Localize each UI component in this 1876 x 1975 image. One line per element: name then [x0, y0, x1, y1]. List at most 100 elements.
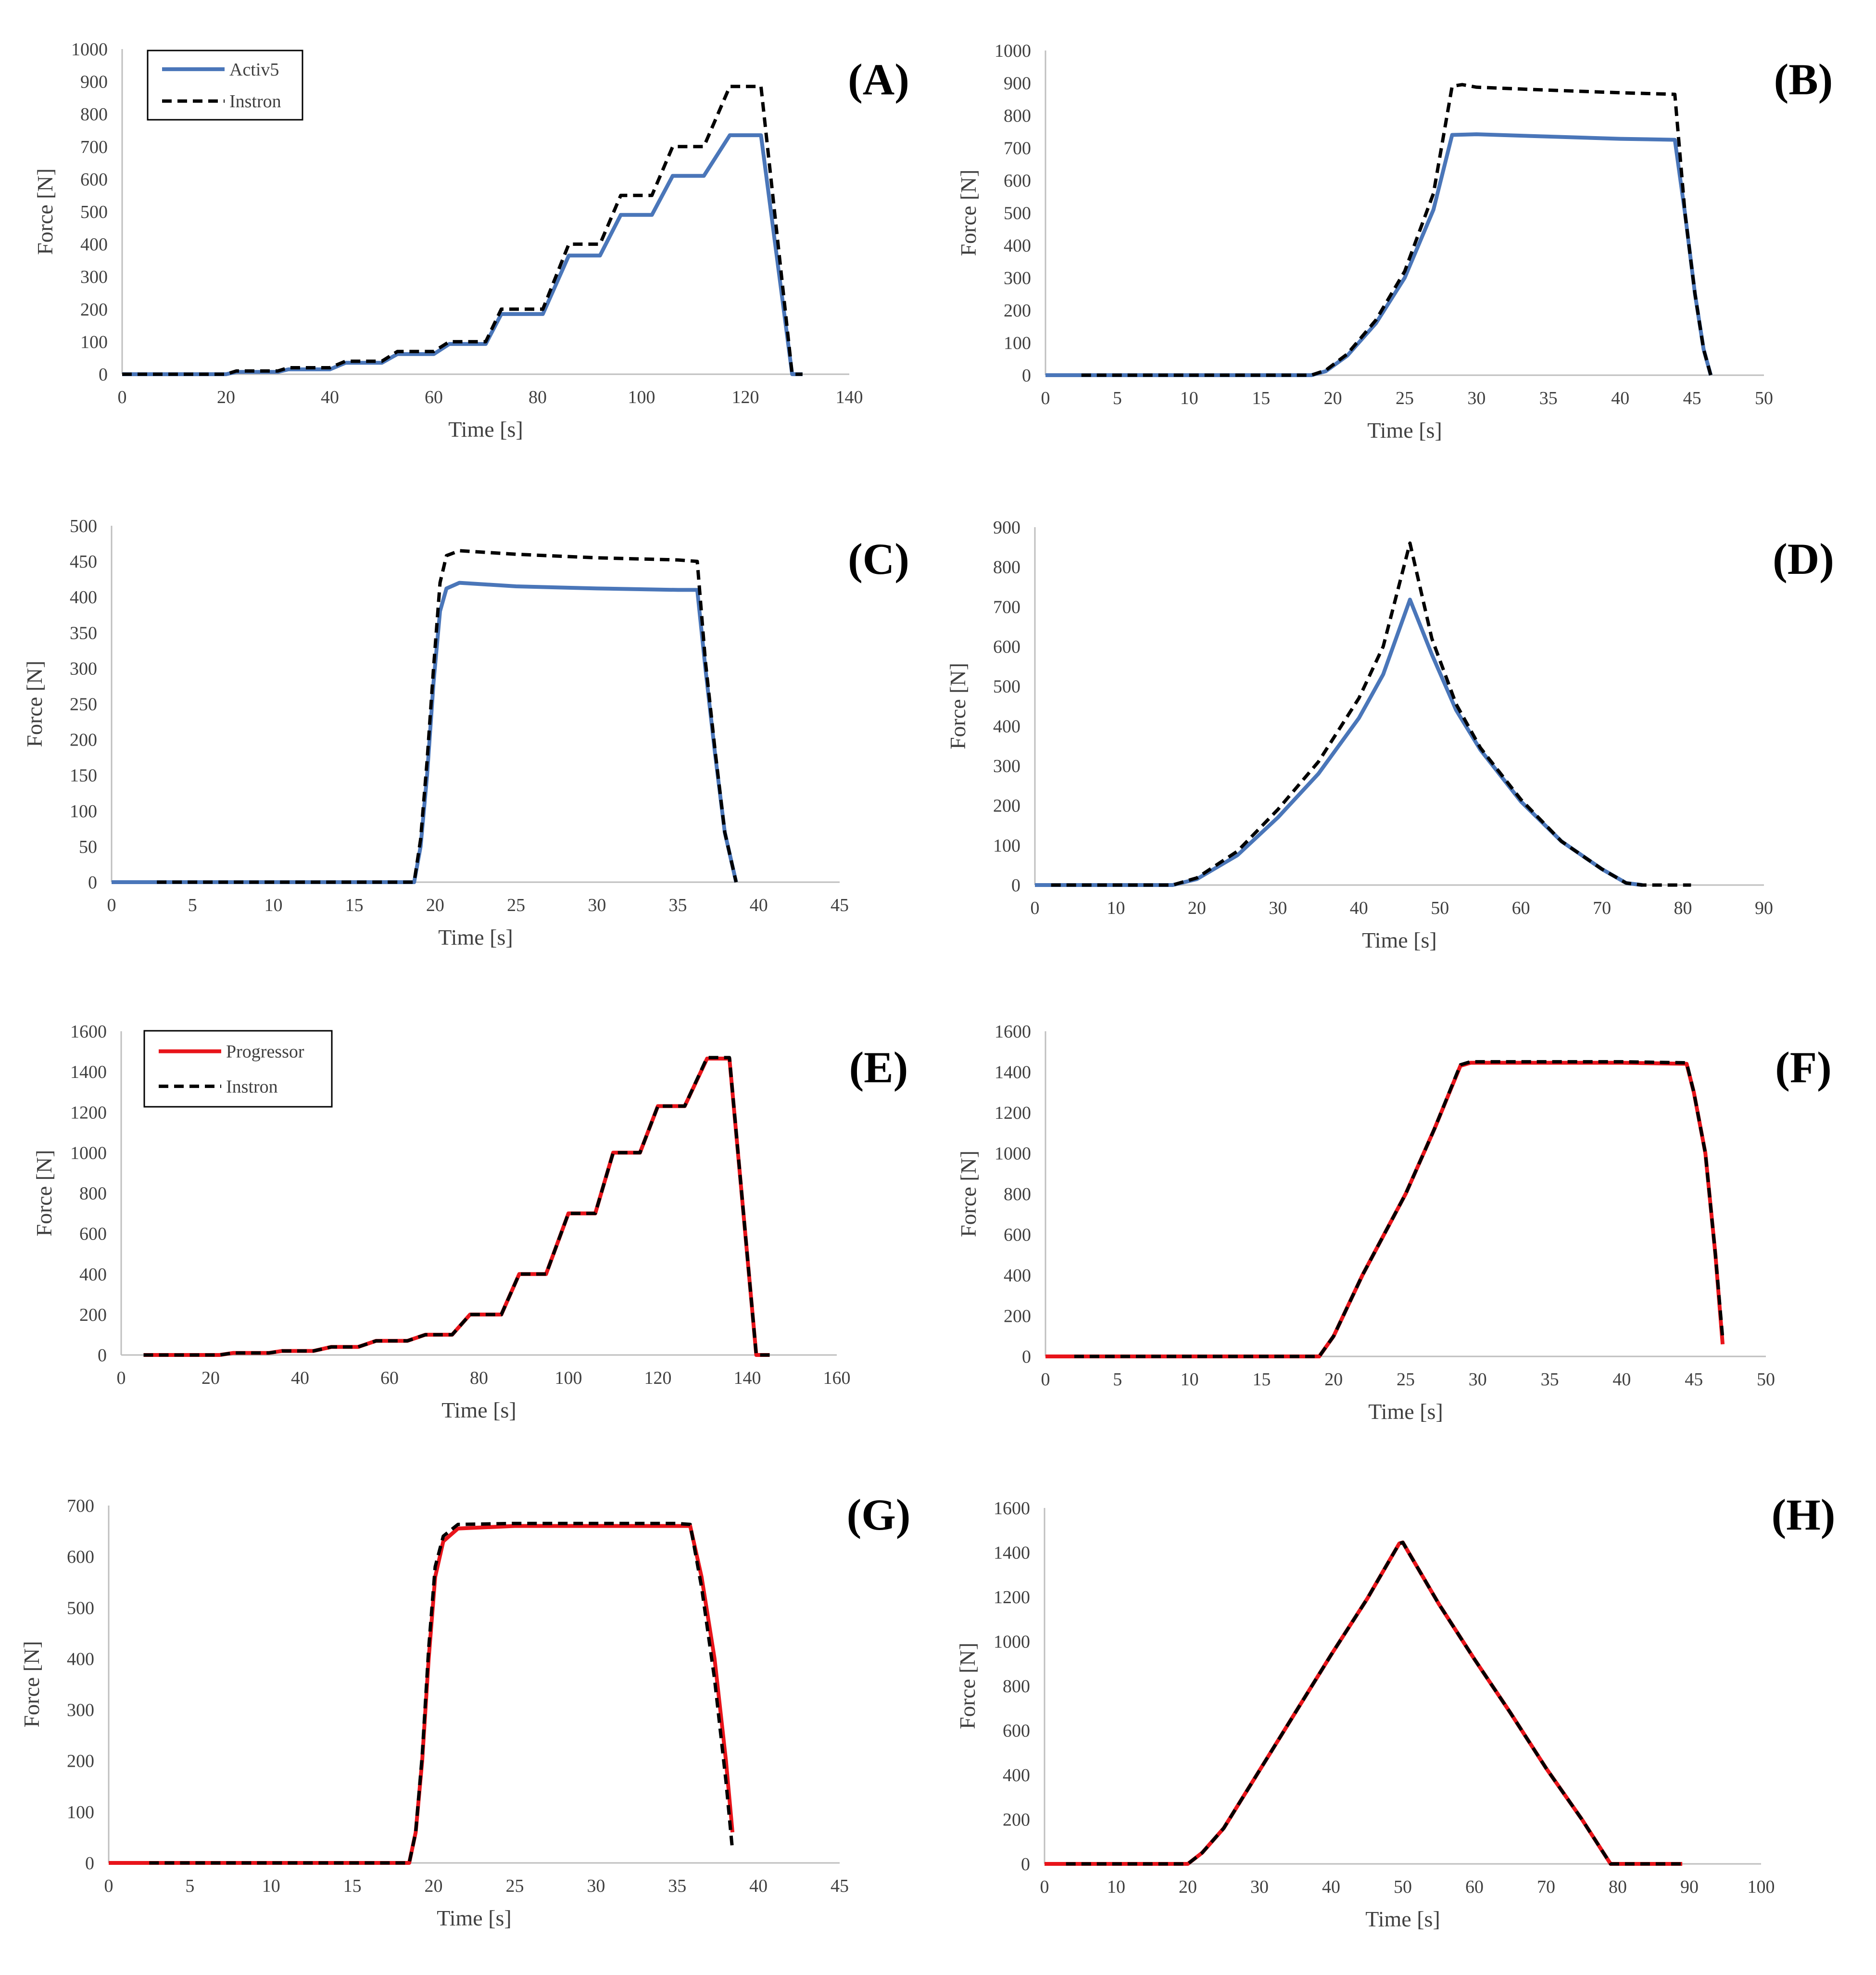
- series-instron-line: [1066, 1541, 1683, 1866]
- y-tick-label: 1400: [994, 1543, 1030, 1563]
- x-tick-label: 40: [321, 387, 339, 407]
- y-tick-label: 300: [993, 756, 1020, 776]
- y-tick-label: 0: [88, 873, 97, 893]
- x-tick-label: 5: [1113, 388, 1122, 408]
- series-instron-line: [157, 549, 738, 884]
- x-tick-label: 30: [1467, 388, 1486, 408]
- x-tick-label: 80: [1674, 898, 1692, 918]
- panel-label: (F): [1775, 1043, 1831, 1092]
- x-tick-label: 5: [188, 895, 197, 915]
- y-tick-label: 100: [80, 332, 108, 352]
- panel-label: (A): [848, 55, 909, 104]
- series-activ5-line: [1045, 132, 1713, 377]
- x-tick-label: 15: [345, 895, 364, 915]
- x-tick-label: 35: [1541, 1369, 1559, 1390]
- panel-label: (H): [1772, 1490, 1836, 1539]
- series-instron-line: [1081, 83, 1712, 377]
- x-axis-label: Time [s]: [441, 1398, 516, 1422]
- y-tick-label: 1200: [995, 1103, 1031, 1123]
- y-tick-label: 0: [1022, 366, 1031, 386]
- x-tick-label: 20: [201, 1368, 220, 1388]
- x-tick-label: 0: [1041, 1369, 1050, 1390]
- x-tick-label: 140: [734, 1368, 761, 1388]
- x-tick-label: 5: [1113, 1369, 1122, 1390]
- y-tick-label: 1200: [994, 1587, 1030, 1608]
- x-tick-label: 10: [1107, 1877, 1125, 1897]
- y-tick-label: 900: [1004, 74, 1031, 94]
- y-axis-label: Force [N]: [956, 1151, 981, 1237]
- x-axis-label: Time [s]: [437, 1906, 512, 1930]
- y-tick-label: 200: [67, 1751, 94, 1772]
- x-tick-label: 40: [749, 1876, 768, 1896]
- x-tick-label: 0: [1031, 898, 1040, 918]
- x-tick-label: 140: [836, 387, 863, 407]
- x-tick-label: 30: [1250, 1877, 1269, 1897]
- y-tick-label: 1400: [70, 1062, 107, 1082]
- x-tick-label: 30: [588, 895, 606, 915]
- x-axis-label: Time [s]: [438, 925, 513, 950]
- x-tick-label: 90: [1755, 898, 1773, 918]
- x-tick-label: 100: [555, 1368, 582, 1388]
- x-tick-label: 40: [291, 1368, 309, 1388]
- series-instron-line: [143, 1056, 770, 1357]
- x-tick-label: 70: [1537, 1877, 1555, 1897]
- panel-h: 0 10 20 30 40 50 60 70 80 90 100020040060080010001…: [955, 1490, 1835, 1931]
- x-tick-label: 15: [343, 1876, 362, 1896]
- y-tick-label: 1000: [994, 1632, 1030, 1652]
- y-tick-label: 400: [1003, 1765, 1030, 1785]
- y-tick-label: 500: [70, 516, 97, 536]
- y-tick-label: 400: [80, 235, 108, 255]
- series-instron-line: [122, 85, 803, 376]
- y-tick-label: 800: [993, 557, 1020, 578]
- y-tick-label: 200: [80, 300, 108, 320]
- y-tick-label: 0: [1011, 875, 1020, 896]
- x-axis-label: Time [s]: [1367, 418, 1442, 443]
- y-axis-label: Force [N]: [32, 1150, 56, 1236]
- y-tick-label: 600: [80, 169, 108, 190]
- y-tick-label: 200: [70, 730, 97, 750]
- panel-label: (D): [1773, 534, 1834, 583]
- x-tick-label: 10: [262, 1876, 280, 1896]
- legend-box: [143, 1030, 333, 1108]
- x-axis-label: Time [s]: [448, 417, 523, 442]
- x-tick-label: 80: [529, 387, 547, 407]
- y-tick-label: 300: [1004, 268, 1031, 289]
- x-axis-label: Time [s]: [1368, 1399, 1443, 1424]
- panel-label: (E): [849, 1043, 908, 1092]
- panel-label: (B): [1774, 55, 1833, 104]
- x-tick-label: 0: [1040, 1877, 1049, 1897]
- y-tick-label: 1000: [70, 1143, 107, 1163]
- y-tick-label: 1600: [994, 1498, 1030, 1519]
- y-axis-label: Force [N]: [945, 663, 970, 749]
- y-tick-label: 1000: [71, 39, 108, 60]
- series-progressor-line: [1045, 1540, 1683, 1866]
- x-tick-label: 25: [507, 895, 525, 915]
- y-tick-label: 200: [79, 1305, 107, 1325]
- y-tick-label: 1400: [995, 1063, 1031, 1083]
- y-tick-label: 200: [1004, 301, 1031, 321]
- y-tick-label: 350: [70, 623, 97, 643]
- series-activ5-line: [1035, 597, 1643, 887]
- panel-c: 0 5 10 15 20 25 30 35 40 450501001502002503003504…: [22, 516, 909, 950]
- x-tick-label: 70: [1593, 898, 1611, 918]
- series-instron-line: [149, 1521, 734, 1865]
- y-tick-label: 300: [67, 1700, 94, 1721]
- x-tick-label: 40: [1322, 1877, 1340, 1897]
- y-axis-label: Force [N]: [33, 168, 57, 255]
- x-tick-label: 25: [1397, 1369, 1415, 1390]
- x-tick-label: 10: [1107, 898, 1125, 918]
- y-tick-label: 600: [1003, 1721, 1030, 1741]
- series-progressor-line: [1045, 1061, 1725, 1358]
- x-tick-label: 160: [823, 1368, 851, 1388]
- x-tick-label: 45: [831, 1876, 849, 1896]
- y-axis-label: Force [N]: [19, 1641, 44, 1727]
- y-tick-label: 600: [1004, 1225, 1031, 1245]
- x-tick-label: 80: [1609, 1877, 1627, 1897]
- x-tick-label: 5: [185, 1876, 194, 1896]
- y-tick-label: 800: [1003, 1676, 1030, 1696]
- panel-label: (C): [848, 534, 909, 583]
- y-tick-label: 0: [99, 365, 108, 385]
- x-tick-label: 90: [1680, 1877, 1699, 1897]
- x-tick-label: 20: [1324, 1369, 1343, 1390]
- x-tick-label: 15: [1252, 388, 1270, 408]
